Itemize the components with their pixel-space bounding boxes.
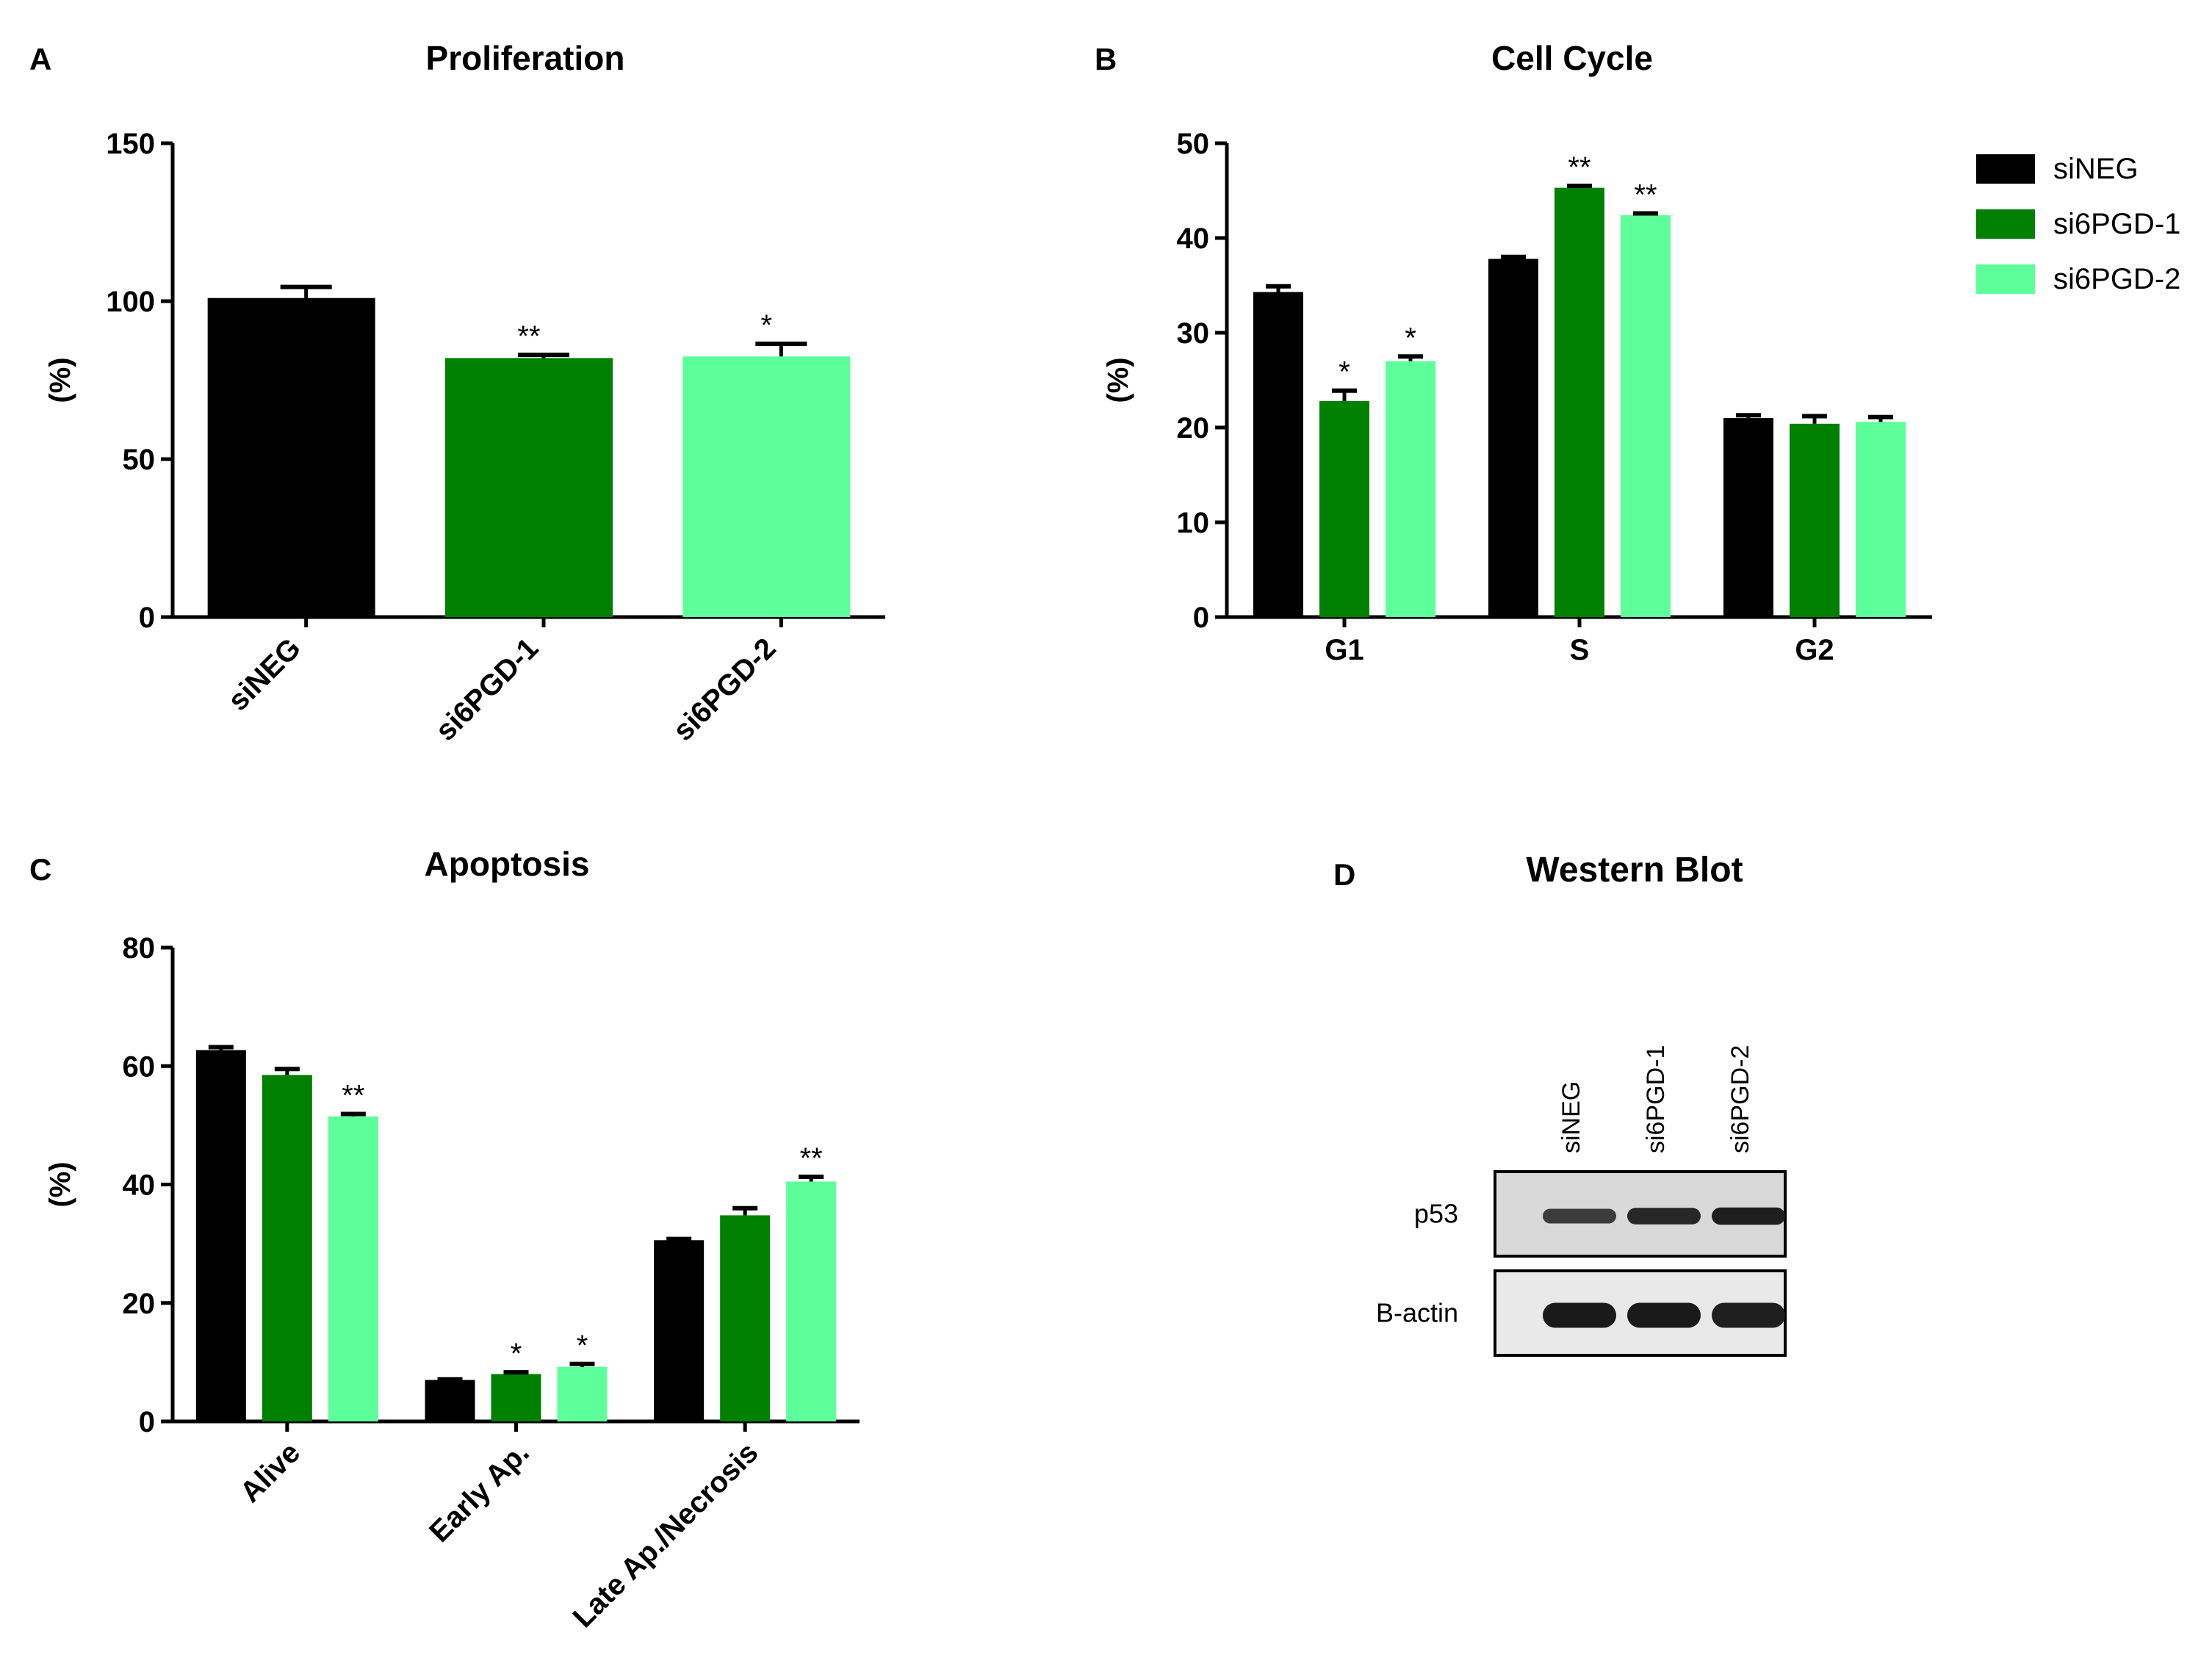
blot-row-label: p53: [1414, 1199, 1458, 1229]
bar-si6PGD-1-Late Ap./Necrosis: [720, 1215, 771, 1421]
bar-si6PGD-1-Alive: [262, 1075, 312, 1421]
y-tick-label: 0: [139, 602, 155, 634]
y-tick-label: 50: [1177, 128, 1210, 160]
bar-siNEG-S: [1488, 259, 1538, 617]
blot-band: [1627, 1208, 1701, 1225]
bar-si6PGD-1-G1: [1319, 400, 1369, 617]
x-tick-label: G1: [1325, 634, 1363, 666]
significance-marker: **: [1634, 179, 1657, 211]
significance-marker: *: [577, 1330, 588, 1362]
panel-letter: A: [29, 42, 51, 76]
lane-label: si6PGD-1: [1642, 1045, 1670, 1153]
y-tick-label: 150: [106, 128, 155, 160]
y-tick-label: 40: [123, 1169, 156, 1202]
bar-si6PGD-2-G1: [1386, 361, 1435, 617]
bar-si6PGD-2: [682, 356, 851, 617]
x-tick-label: Alive: [234, 1436, 306, 1509]
y-tick-label: 50: [123, 444, 156, 476]
blot-band: [1627, 1302, 1701, 1328]
panel-letter: C: [29, 852, 51, 887]
chart-title: Apoptosis: [425, 845, 590, 883]
y-tick-label: 40: [1177, 223, 1210, 255]
lane-label: si6PGD-2: [1726, 1045, 1754, 1153]
chart-title: Cell Cycle: [1491, 39, 1653, 77]
panel-d-western-blot: D Western Blot siNEG si6PGD-1 si6PGD-2 p53 B-a…: [1333, 851, 1787, 1357]
x-tick-label: Early Ap.: [423, 1436, 536, 1549]
panel-a-proliferation: A Proliferation (%) 0 50 100 150 siNEG ** si6PGD-…: [29, 39, 885, 747]
y-tick-label: 10: [1177, 507, 1210, 539]
bar-si6PGD-1-Early Ap.: [491, 1374, 541, 1421]
significance-marker: *: [1405, 322, 1416, 354]
bar-si6PGD-1: [445, 358, 613, 617]
bar-siNEG-G1: [1253, 292, 1303, 617]
bar-siNEG-Early Ap.: [425, 1380, 475, 1421]
bar-si6PGD-1-S: [1554, 187, 1604, 617]
chart-title: Proliferation: [426, 39, 625, 77]
bar-si6PGD-2-Late Ap./Necrosis: [786, 1181, 837, 1421]
bar-siNEG-G2: [1723, 418, 1773, 617]
bar-si6PGD-1-G2: [1790, 423, 1840, 617]
bar-siNEG: [207, 298, 375, 617]
y-tick-label: 20: [123, 1288, 156, 1320]
y-tick-label: 0: [139, 1406, 155, 1438]
bar-si6PGD-2-Alive: [328, 1116, 378, 1421]
lane-label: siNEG: [1557, 1081, 1585, 1153]
significance-marker: *: [511, 1338, 522, 1370]
legend-label: siNEG: [2053, 153, 2139, 185]
panel-letter: D: [1333, 857, 1355, 892]
x-tick-label: Late Ap./Necrosis: [567, 1436, 765, 1634]
y-axis-label: (%): [1102, 357, 1134, 403]
bar-si6PGD-2-G2: [1856, 422, 1906, 617]
x-tick-label: si6PGD-2: [667, 632, 782, 747]
y-tick-label: 60: [123, 1050, 156, 1083]
legend: siNEG si6PGD-1 si6PGD-2: [1976, 153, 2180, 295]
legend-swatch-si6PGD-1: [1976, 209, 2035, 239]
blot-title: Western Blot: [1526, 851, 1743, 890]
y-tick-label: 20: [1177, 412, 1210, 444]
significance-marker: **: [1568, 151, 1590, 184]
significance-marker: **: [342, 1080, 364, 1112]
x-tick-label: S: [1570, 634, 1590, 666]
bar-siNEG-Late Ap./Necrosis: [654, 1240, 705, 1421]
legend-swatch-si6PGD-2: [1976, 264, 2035, 294]
legend-label: si6PGD-2: [2053, 263, 2180, 295]
x-tick-label: siNEG: [222, 632, 307, 717]
y-tick-label: 0: [1193, 602, 1209, 634]
legend-label: si6PGD-1: [2053, 208, 2180, 240]
bar-siNEG-Alive: [195, 1050, 246, 1421]
blot-band: [1543, 1302, 1616, 1328]
blot-band: [1712, 1302, 1785, 1328]
significance-marker: **: [800, 1142, 823, 1175]
legend-swatch-siNEG: [1976, 154, 2035, 184]
y-tick-label: 80: [123, 932, 156, 965]
y-tick-label: 30: [1177, 317, 1210, 350]
blot-band: [1543, 1208, 1616, 1224]
x-tick-label: si6PGD-1: [429, 632, 544, 747]
bar-si6PGD-2-Early Ap.: [557, 1366, 608, 1421]
y-axis-label: (%): [44, 357, 76, 403]
y-tick-label: 100: [106, 286, 155, 318]
panel-letter: B: [1095, 42, 1117, 76]
significance-marker: *: [761, 309, 773, 342]
significance-marker: **: [517, 320, 540, 353]
x-tick-label: G2: [1795, 634, 1834, 666]
bar-si6PGD-2-S: [1621, 215, 1671, 617]
significance-marker: *: [1339, 356, 1350, 389]
y-axis-label: (%): [44, 1161, 76, 1207]
blot-row-label: B-actin: [1376, 1298, 1458, 1328]
blot-band: [1712, 1207, 1785, 1225]
